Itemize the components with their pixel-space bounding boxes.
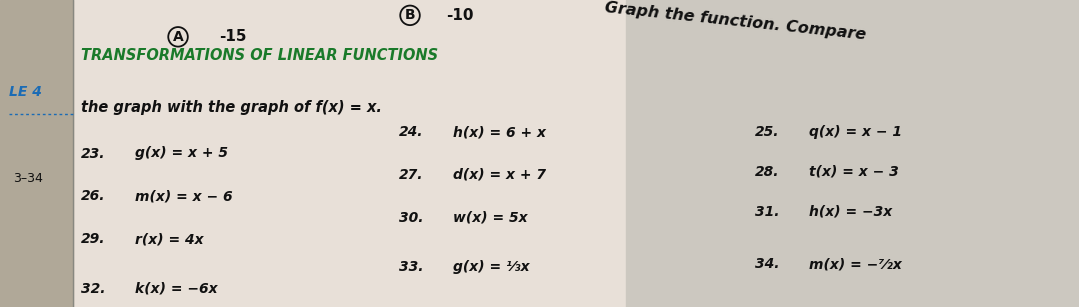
- Text: 23.: 23.: [81, 146, 106, 161]
- Text: t(x) = x − 3: t(x) = x − 3: [809, 165, 899, 179]
- Text: m(x) = x − 6: m(x) = x − 6: [135, 189, 232, 204]
- Text: Graph the function. Compare: Graph the function. Compare: [604, 0, 868, 43]
- Text: 32.: 32.: [81, 282, 106, 296]
- Text: 27.: 27.: [399, 168, 424, 182]
- Text: -10: -10: [446, 8, 473, 23]
- Text: g(x) = ¹⁄₃x: g(x) = ¹⁄₃x: [453, 260, 530, 274]
- Bar: [0, 0, 73, 307]
- Text: h(x) = −3x: h(x) = −3x: [809, 205, 892, 219]
- Text: B: B: [405, 8, 415, 22]
- Text: 29.: 29.: [81, 232, 106, 247]
- Bar: [626, 0, 1079, 307]
- Text: 3–34: 3–34: [13, 172, 43, 185]
- Text: 31.: 31.: [755, 205, 780, 219]
- Text: 34.: 34.: [755, 257, 780, 271]
- Text: r(x) = 4x: r(x) = 4x: [135, 232, 204, 247]
- Text: -15: -15: [219, 29, 246, 44]
- Text: the graph with the graph of f(x) = x.: the graph with the graph of f(x) = x.: [81, 100, 382, 115]
- Text: 28.: 28.: [755, 165, 780, 179]
- Text: TRANSFORMATIONS OF LINEAR FUNCTIONS: TRANSFORMATIONS OF LINEAR FUNCTIONS: [81, 48, 438, 63]
- Text: q(x) = x − 1: q(x) = x − 1: [809, 125, 902, 139]
- Text: A: A: [173, 30, 183, 44]
- Text: d(x) = x + 7: d(x) = x + 7: [453, 168, 546, 182]
- Text: h(x) = 6 + x: h(x) = 6 + x: [453, 125, 546, 139]
- Text: 33.: 33.: [399, 260, 424, 274]
- Text: 30.: 30.: [399, 211, 424, 225]
- Text: 25.: 25.: [755, 125, 780, 139]
- Text: 26.: 26.: [81, 189, 106, 204]
- Text: k(x) = −6x: k(x) = −6x: [135, 282, 218, 296]
- Text: 24.: 24.: [399, 125, 424, 139]
- Text: m(x) = −⁷⁄₂x: m(x) = −⁷⁄₂x: [809, 257, 902, 271]
- Text: g(x) = x + 5: g(x) = x + 5: [135, 146, 228, 161]
- Text: w(x) = 5x: w(x) = 5x: [453, 211, 528, 225]
- Text: LE 4: LE 4: [9, 85, 41, 99]
